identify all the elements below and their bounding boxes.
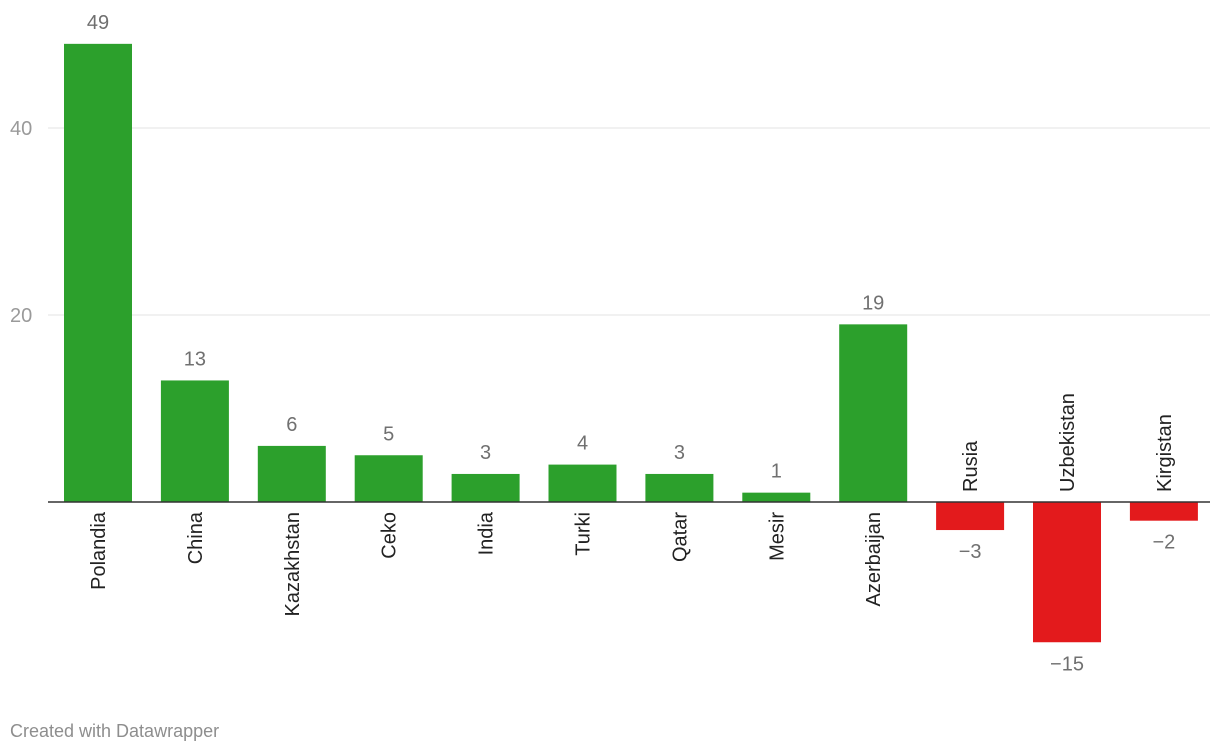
value-label: 49 [87, 12, 109, 34]
bar-chart: 204049Polandia13China6Kazakhstan5Ceko3In… [10, 12, 1210, 675]
category-label: Rusia [960, 440, 982, 492]
value-label: 4 [577, 433, 588, 455]
bar-polandia [64, 43, 132, 502]
category-label: Kirgistan [1154, 414, 1176, 492]
value-label: 5 [383, 423, 394, 445]
bars [64, 43, 1198, 643]
value-label: 3 [480, 442, 491, 464]
category-label: Qatar [669, 512, 691, 562]
bar-china [160, 380, 229, 502]
value-label: 19 [862, 292, 884, 314]
value-label: 1 [771, 461, 782, 483]
labels: 204049Polandia13China6Kazakhstan5Ceko3In… [10, 12, 1210, 675]
bar-turki [548, 464, 617, 502]
category-label: Turki [573, 512, 595, 556]
category-label: Polandia [88, 511, 110, 590]
bar-india [451, 473, 520, 502]
gridlines [48, 127, 1210, 316]
category-label: China [185, 511, 207, 564]
y-tick-label: 40 [10, 118, 32, 140]
value-label: 13 [184, 348, 206, 370]
value-label: 3 [674, 442, 685, 464]
category-label: Ceko [379, 512, 401, 559]
value-label: 6 [286, 414, 297, 436]
category-label: Azerbaijan [863, 512, 885, 607]
credit-text: Created with Datawrapper [10, 721, 220, 741]
category-label: Uzbekistan [1057, 393, 1079, 492]
category-label: India [476, 511, 498, 555]
category-label: Kazakhstan [282, 512, 304, 617]
bar-kirgistan [1129, 502, 1198, 521]
bar-ceko [354, 455, 423, 502]
bar-uzbekistan [1033, 502, 1101, 643]
value-label: −15 [1050, 653, 1084, 675]
category-label: Mesir [766, 512, 788, 561]
value-label: −3 [959, 541, 982, 563]
bar-azerbaijan [839, 324, 908, 502]
value-label: −2 [1152, 532, 1175, 554]
bar-mesir [742, 492, 811, 502]
y-tick-label: 20 [10, 305, 32, 327]
bar-qatar [645, 473, 714, 502]
bar-rusia [936, 502, 1005, 531]
bar-kazakhstan [257, 445, 326, 502]
